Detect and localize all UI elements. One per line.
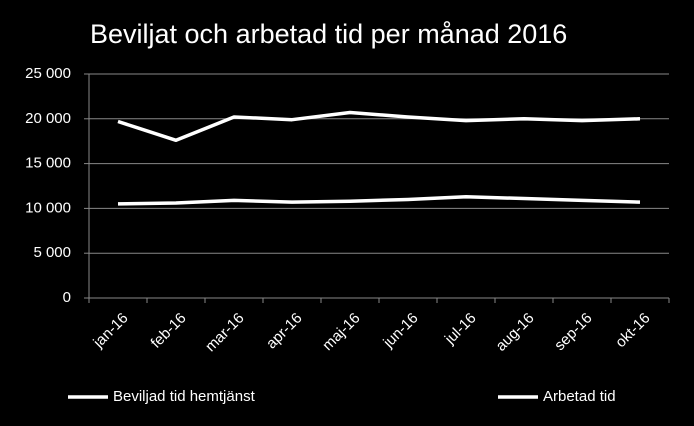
x-tick-label: aug-16 xyxy=(493,310,538,355)
x-tick-label: maj-16 xyxy=(319,310,363,354)
y-tick-label: 10 000 xyxy=(25,199,71,216)
series-line xyxy=(117,110,641,143)
x-tick-label: apr-16 xyxy=(263,310,306,353)
legend-label: Arbetad tid xyxy=(543,388,616,405)
legend-label: Beviljad tid hemtjänst xyxy=(113,388,256,405)
y-tick-label: 20 000 xyxy=(25,110,71,127)
chart-title: Beviljat och arbetad tid per månad 2016 xyxy=(90,19,567,49)
y-tick-label: 0 xyxy=(63,289,71,306)
y-tick-label: 15 000 xyxy=(25,155,71,172)
series-line xyxy=(117,195,641,206)
x-tick-label: jul-16 xyxy=(441,310,480,349)
x-tick-label: feb-16 xyxy=(148,310,190,352)
y-tick-label: 25 000 xyxy=(25,65,71,82)
x-tick-label: mar-16 xyxy=(202,310,248,356)
x-tick-label: jun-16 xyxy=(379,310,421,352)
x-tick-label: jan-16 xyxy=(89,310,131,352)
x-tick-label: okt-16 xyxy=(612,310,654,352)
y-tick-label: 5 000 xyxy=(33,244,71,261)
x-tick-label: sep-16 xyxy=(551,310,595,354)
